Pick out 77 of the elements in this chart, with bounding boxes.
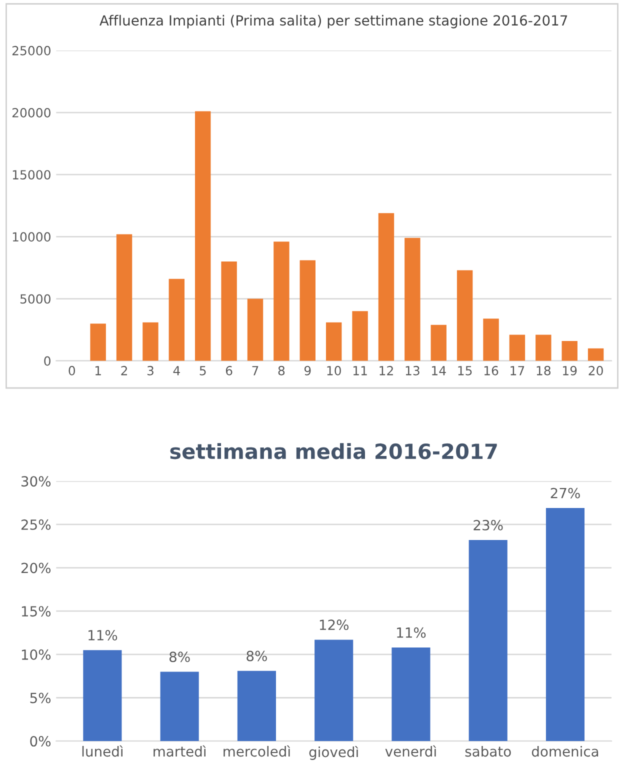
y-tick-label: 10%: [22, 649, 51, 660]
chart-title: Affluenza Impianti (Prima salita) per settimane stagione 2016-2017: [100, 14, 568, 28]
x-tick-label: 16: [484, 366, 498, 376]
bar: [562, 340, 578, 361]
bar: [483, 318, 499, 361]
y-tick-label: 25000: [12, 46, 50, 56]
bar: [116, 234, 132, 361]
x-tick-label: 0: [68, 366, 76, 376]
data-label: 12%: [320, 620, 349, 630]
bar: [237, 670, 276, 742]
y-tick-label: 10000: [12, 232, 50, 242]
x-tick-label: lunedì: [82, 745, 123, 757]
data-label: 8%: [170, 652, 190, 662]
x-tick-label: domenica: [532, 746, 598, 757]
bar: [468, 540, 508, 742]
bar: [221, 262, 237, 361]
x-tick-label: 9: [304, 366, 311, 376]
x-tick-label: 18: [536, 366, 551, 376]
x-tick-label: 10: [327, 366, 341, 376]
data-label: 11%: [88, 630, 118, 640]
data-label: 8%: [246, 650, 267, 662]
x-tick-label: 17: [510, 366, 524, 376]
data-label: 23%: [474, 520, 503, 530]
x-tick-label: venerdì: [385, 745, 436, 757]
bar: [83, 650, 122, 742]
x-tick-label: 8: [278, 366, 285, 376]
bar: [430, 324, 446, 361]
x-tick-label: martedì: [154, 745, 206, 757]
x-tick-label: 3: [147, 366, 154, 376]
bar: [168, 278, 185, 361]
chart-title: settimana media 2016-2017: [170, 443, 497, 460]
x-tick-label: giovedì: [309, 746, 358, 760]
bar: [536, 334, 552, 361]
bar: [378, 213, 394, 361]
x-tick-label: 2: [121, 366, 127, 376]
data-label: 27%: [550, 488, 580, 498]
bar: [509, 334, 526, 361]
bar: [588, 348, 604, 361]
bar: [274, 242, 290, 361]
bar: [300, 260, 316, 361]
x-tick-label: 20: [588, 366, 603, 376]
y-tick-label: 5000: [20, 294, 50, 304]
y-tick-label: 20000: [12, 108, 50, 118]
x-tick-label: sabato: [465, 746, 511, 757]
y-tick-label: 20%: [21, 562, 51, 574]
y-tick-label: 25%: [21, 519, 51, 530]
y-tick-label: 15%: [22, 606, 51, 617]
bar: [392, 647, 430, 742]
x-tick-label: 4: [173, 366, 180, 376]
y-tick-label: 5%: [30, 692, 51, 704]
data-label: 11%: [397, 627, 426, 638]
bar: [546, 508, 585, 742]
x-tick-label: 11: [353, 366, 367, 376]
x-tick-label: 6: [226, 366, 232, 376]
x-tick-label: 5: [200, 366, 206, 376]
y-tick-label: 30%: [21, 476, 51, 487]
bar: [247, 298, 264, 361]
y-tick-label: 15000: [12, 170, 50, 180]
bar: [404, 238, 420, 361]
x-tick-label: 7: [252, 366, 258, 376]
x-tick-label: 15: [458, 366, 472, 376]
x-tick-label: 1: [95, 366, 101, 376]
bar: [456, 270, 473, 361]
x-tick-label: 14: [432, 366, 446, 376]
bar: [90, 324, 106, 361]
y-tick-label: 0: [44, 356, 50, 366]
x-tick-label: mercoledì: [224, 745, 290, 757]
bar: [142, 322, 158, 361]
bar: [160, 672, 199, 742]
x-tick-label: 19: [563, 366, 577, 376]
x-tick-label: 12: [380, 366, 393, 376]
bar: [352, 311, 368, 361]
x-tick-label: 13: [406, 366, 420, 376]
bar: [195, 111, 211, 361]
y-tick-label: 0%: [30, 736, 51, 747]
bar: [314, 640, 354, 742]
bar: [326, 322, 342, 361]
